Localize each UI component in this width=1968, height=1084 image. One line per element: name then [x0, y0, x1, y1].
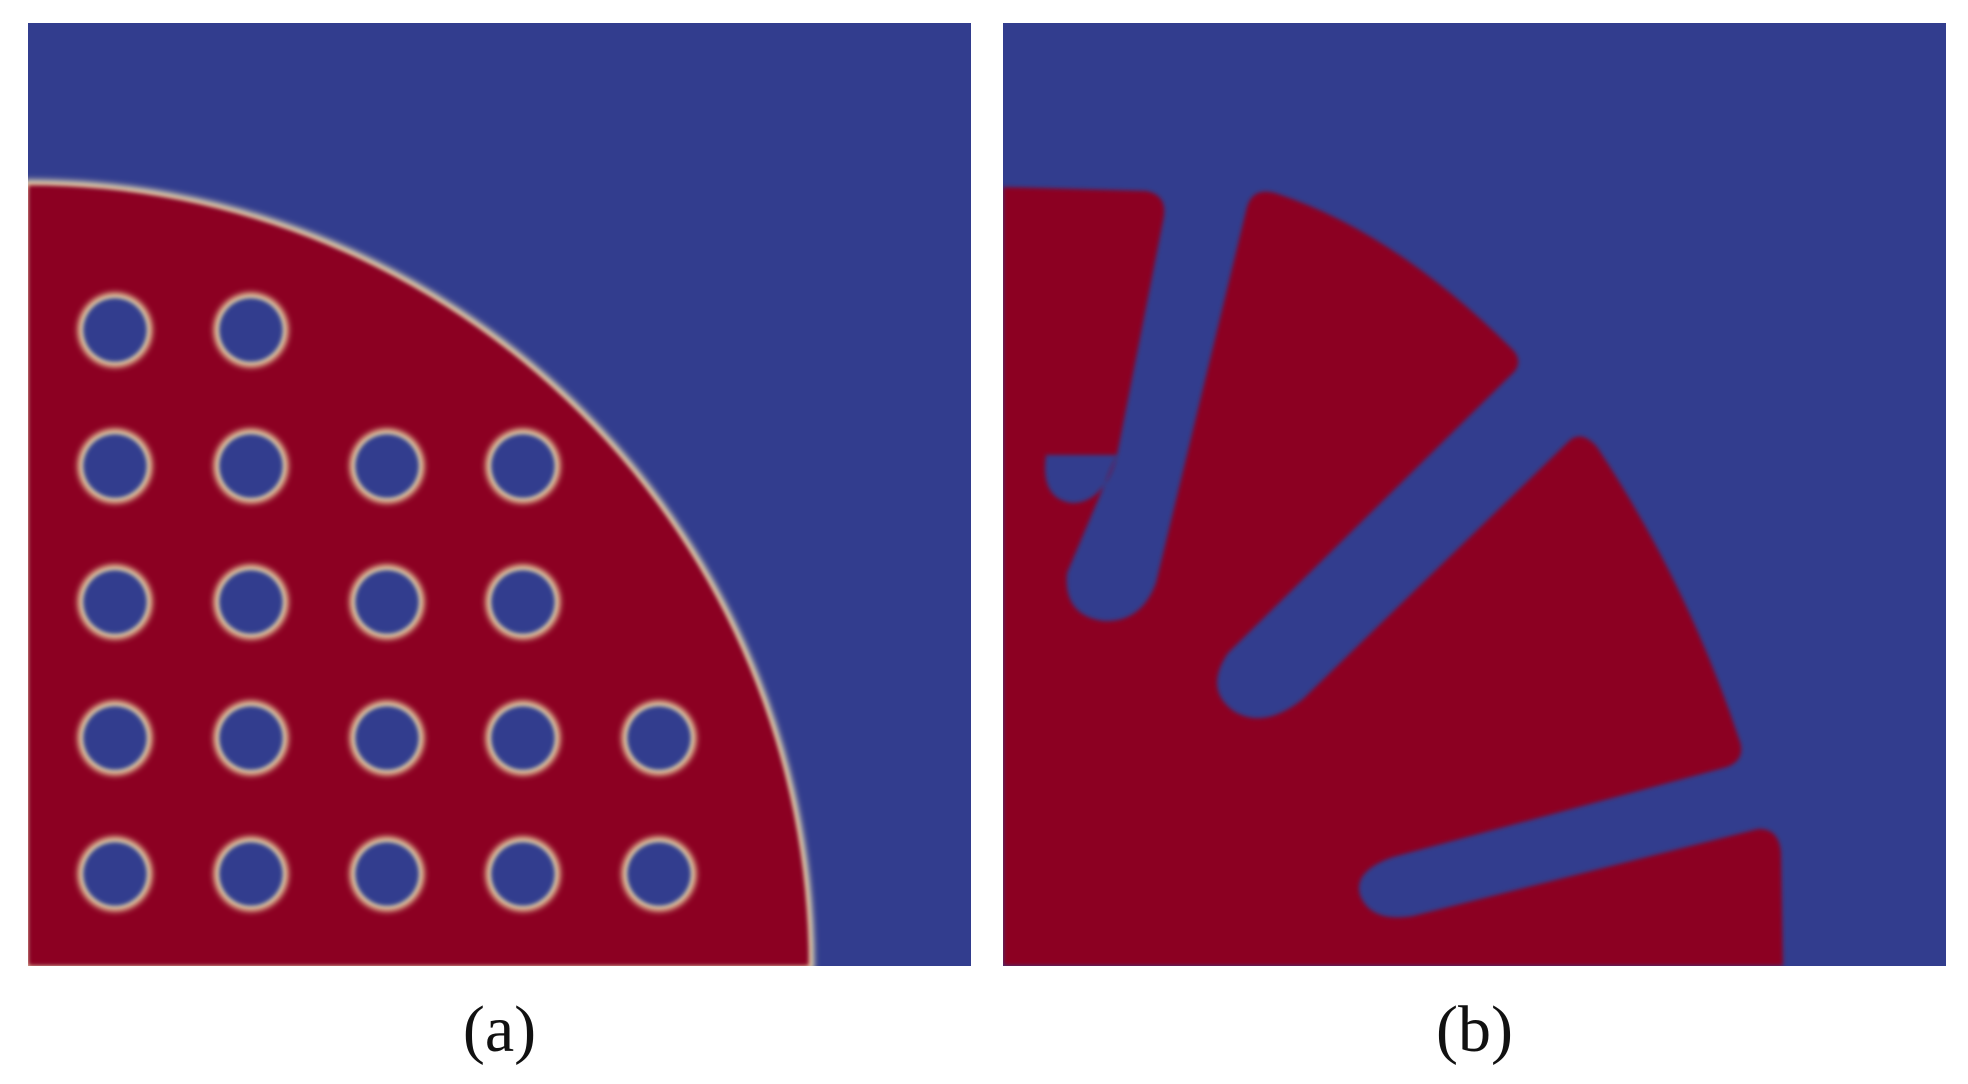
- hole: [491, 570, 555, 634]
- hole: [355, 434, 419, 498]
- hole: [355, 570, 419, 634]
- panel-a-caption: (a): [462, 993, 537, 1066]
- hole: [83, 434, 147, 498]
- panel-a-field-plot: [28, 23, 971, 966]
- hole: [219, 706, 283, 770]
- hole: [219, 570, 283, 634]
- hole: [491, 706, 555, 770]
- hole: [83, 298, 147, 362]
- hole: [219, 842, 283, 906]
- hole: [83, 842, 147, 906]
- hole: [491, 842, 555, 906]
- hole: [83, 570, 147, 634]
- quarter-disc-phase: [28, 179, 815, 966]
- panel-a-image: [28, 23, 971, 966]
- hole: [219, 298, 283, 362]
- slotted-disc-phase: [1003, 187, 1783, 966]
- panel-b-caption: (b): [1436, 993, 1513, 1066]
- hole: [355, 842, 419, 906]
- hole-array: [78, 293, 696, 911]
- panel-b-field-plot: [1003, 23, 1946, 966]
- hole: [355, 706, 419, 770]
- hole: [83, 706, 147, 770]
- panel-b-image: [1003, 23, 1946, 966]
- hole: [627, 842, 691, 906]
- hole: [491, 434, 555, 498]
- hole: [627, 706, 691, 770]
- hole: [219, 434, 283, 498]
